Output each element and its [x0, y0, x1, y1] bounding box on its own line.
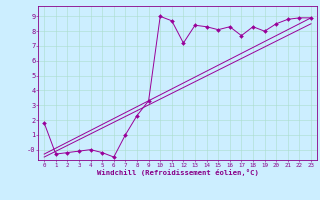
X-axis label: Windchill (Refroidissement éolien,°C): Windchill (Refroidissement éolien,°C) [97, 169, 259, 176]
